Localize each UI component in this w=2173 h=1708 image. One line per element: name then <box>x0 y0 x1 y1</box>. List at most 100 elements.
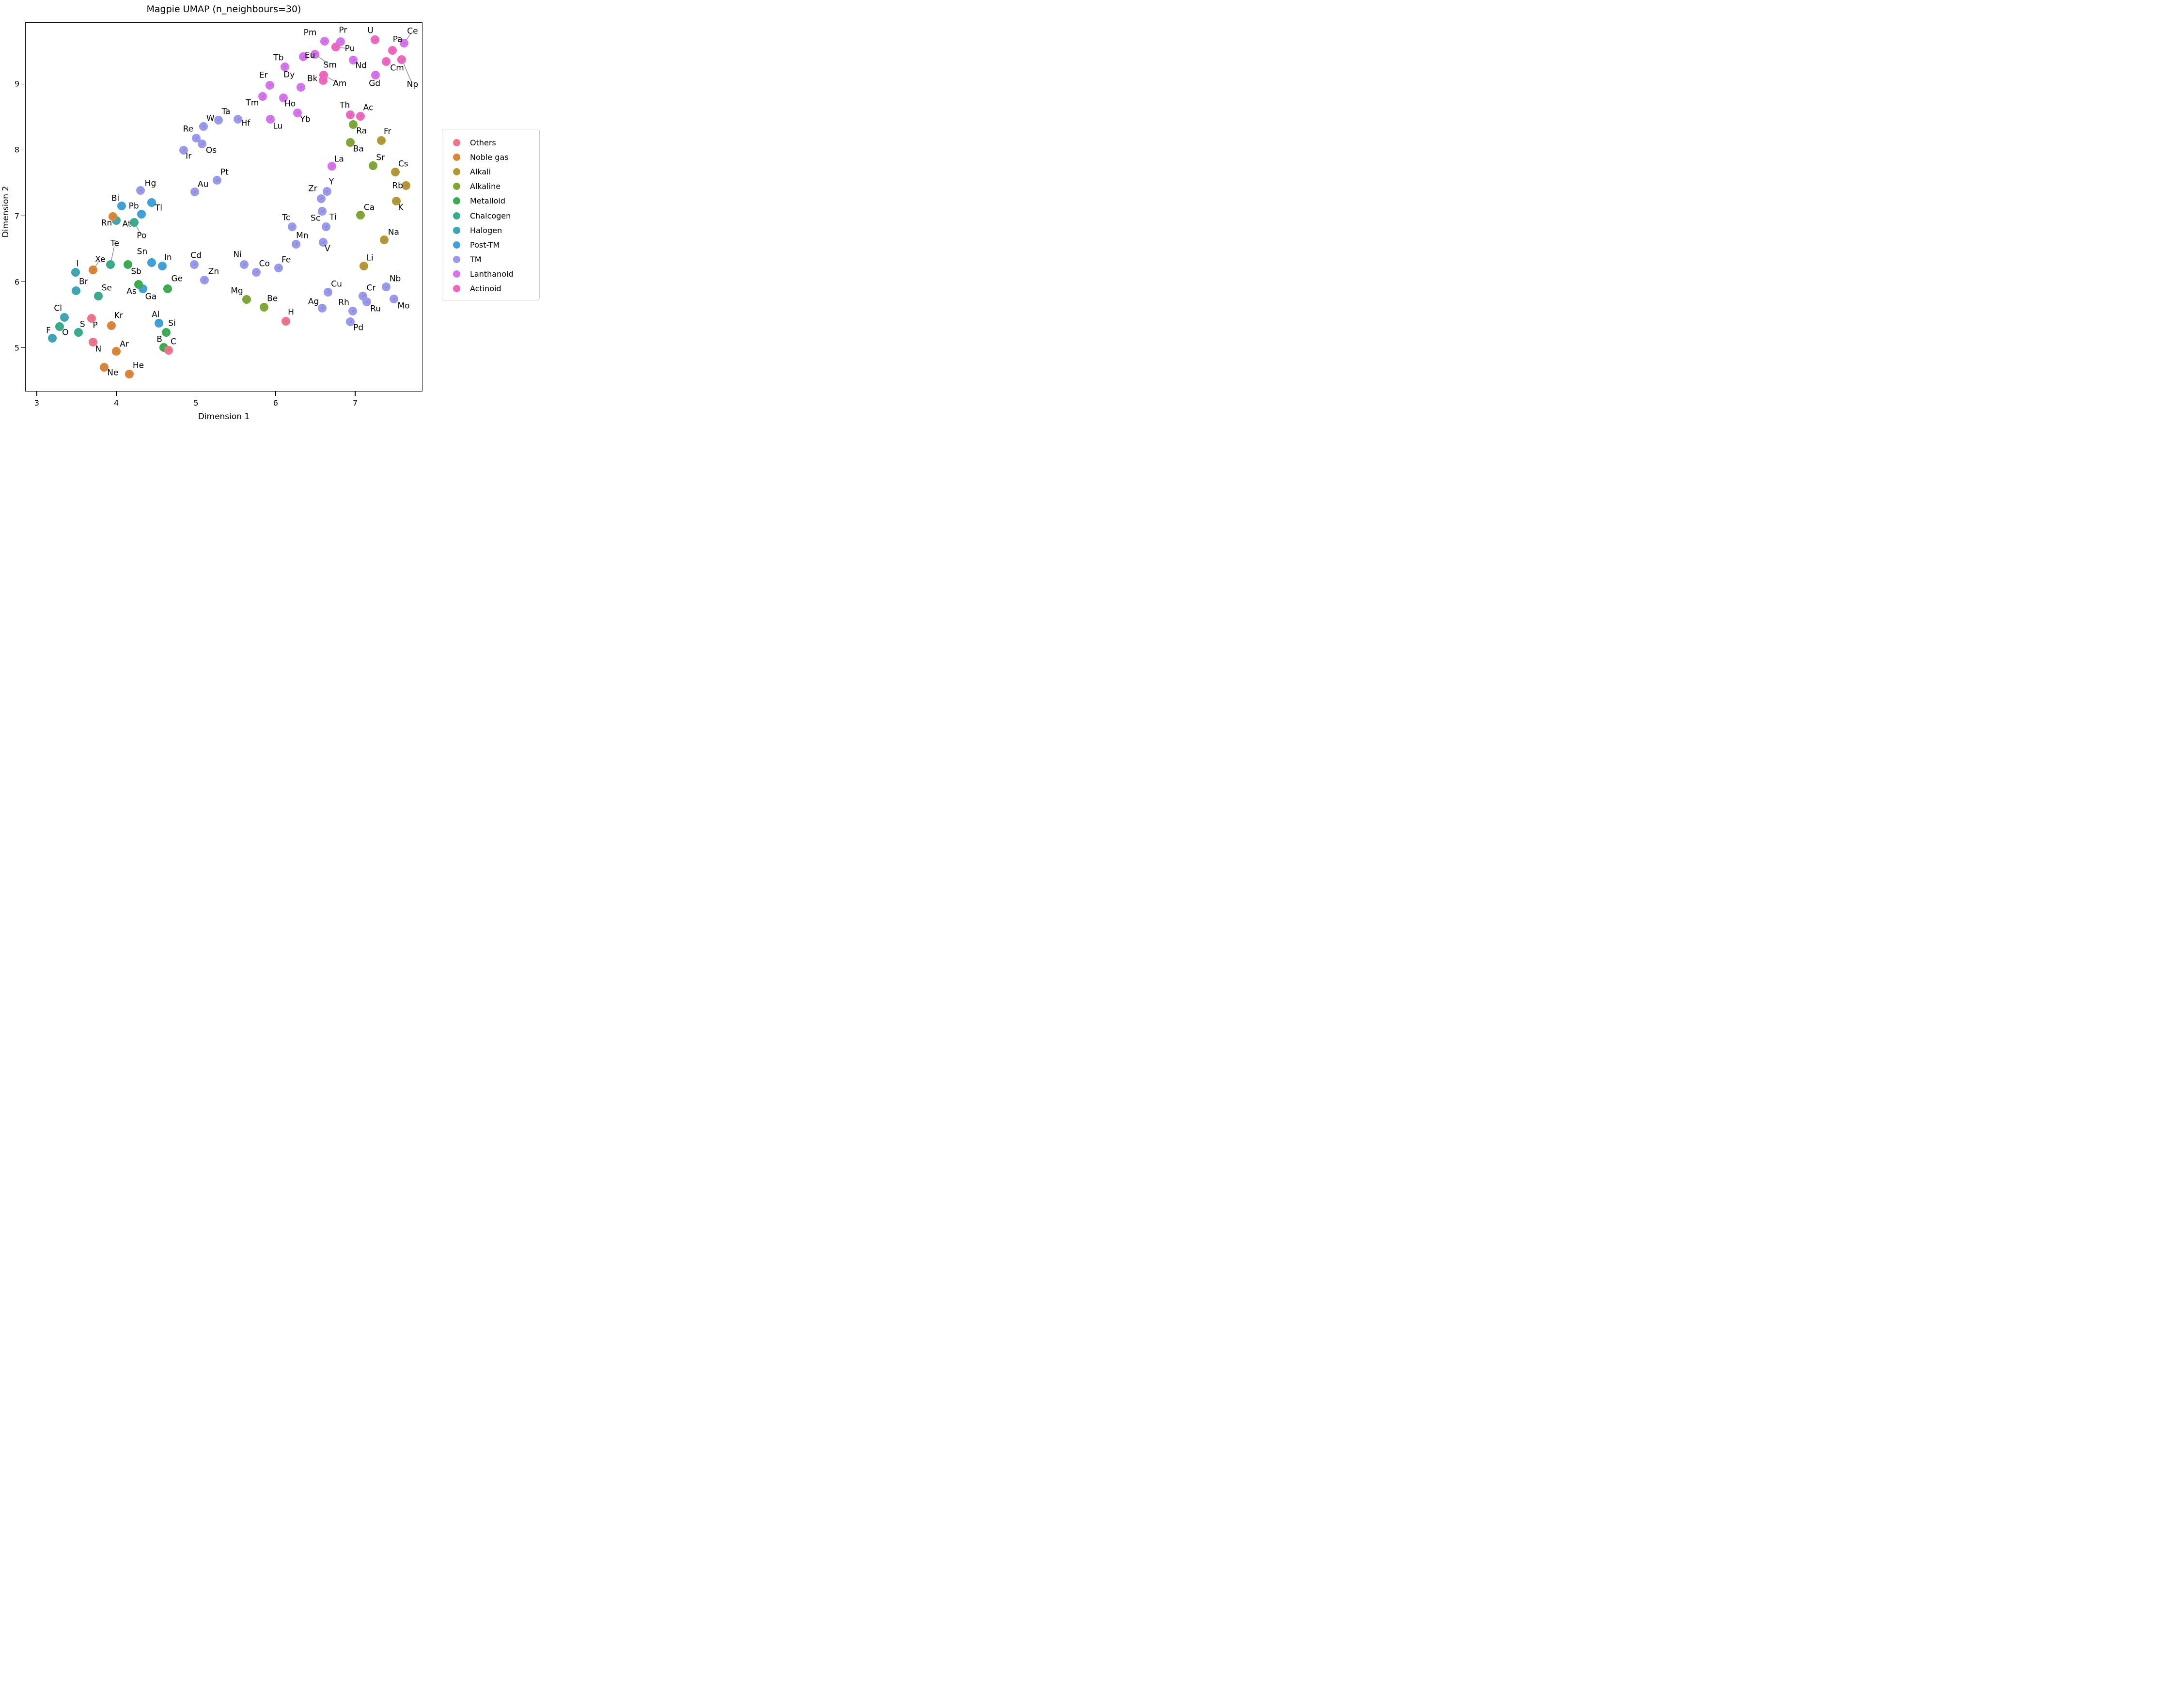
point-label-As: As <box>126 286 137 297</box>
point-Br <box>72 286 81 296</box>
point-label-He: He <box>132 360 144 371</box>
legend-label: Halogen <box>470 225 502 235</box>
point-Ac <box>356 111 365 121</box>
point-V <box>318 237 328 247</box>
point-Yb <box>293 108 302 117</box>
point-label-Fr: Fr <box>383 126 391 137</box>
point-label-Ir: Ir <box>186 151 192 161</box>
point-label-Pu: Pu <box>344 44 355 54</box>
point-label-Li: Li <box>366 253 374 263</box>
y-tick-mark <box>21 83 25 85</box>
figure: Magpie UMAP (n_neighbours=30) H He Li Be B C N… <box>0 0 544 427</box>
point-Sm <box>311 49 320 59</box>
point-label-Mg: Mg <box>231 286 243 296</box>
point-label-Te: Te <box>110 238 119 249</box>
point-label-Sn: Sn <box>137 247 148 257</box>
point-Au <box>190 188 200 197</box>
point-label-Ag: Ag <box>308 297 319 307</box>
point-label-Am: Am <box>333 78 347 89</box>
y-tick-mark <box>21 149 25 151</box>
point-label-P: P <box>93 320 98 330</box>
point-Ca <box>356 210 365 219</box>
point-label-Lu: Lu <box>273 121 283 131</box>
point-label-Sb: Sb <box>131 266 141 277</box>
point-Fr <box>376 136 386 145</box>
point-P <box>87 314 96 323</box>
point-Gd <box>371 71 380 80</box>
point-F <box>48 334 57 343</box>
point-O <box>55 322 64 331</box>
legend-swatch-icon <box>453 256 460 264</box>
point-label-Nb: Nb <box>389 274 401 284</box>
point-Hf <box>233 115 242 124</box>
x-tick-mark <box>355 392 356 396</box>
point-Pt <box>213 175 222 185</box>
point-label-Ne: Ne <box>107 368 119 378</box>
point-label-Au: Au <box>197 179 209 189</box>
point-Er <box>265 80 274 90</box>
point-label-N: N <box>95 344 102 354</box>
point-Fe <box>274 263 283 272</box>
point-Kr <box>107 321 116 330</box>
x-tick-mark <box>275 392 276 396</box>
point-Mn <box>291 239 300 249</box>
point-label-Os: Os <box>205 145 217 156</box>
point-K <box>391 197 401 206</box>
y-tick-label: 7 <box>14 211 19 220</box>
point-label-Hg: Hg <box>144 178 156 188</box>
x-tick-label: 7 <box>353 398 358 407</box>
point-Rn <box>108 212 117 221</box>
point-N <box>88 338 97 347</box>
point-label-Nd: Nd <box>355 61 367 71</box>
point-Mo <box>390 294 399 303</box>
legend-swatch-icon <box>453 168 460 175</box>
point-Cm <box>381 57 391 66</box>
point-S <box>74 328 83 337</box>
point-label-Pr: Pr <box>339 25 347 35</box>
point-Cu <box>323 287 332 297</box>
point-label-Pm: Pm <box>303 28 317 38</box>
point-Ra <box>349 120 358 129</box>
point-Pd <box>345 317 355 327</box>
point-Pm <box>320 36 329 46</box>
legend-item-alkali: Alkali <box>449 164 539 179</box>
legend-item-metalloid: Metalloid <box>449 194 539 208</box>
legend-item-lanthanoid: Lanthanoid <box>449 267 539 282</box>
point-label-W: W <box>206 113 215 124</box>
point-label-Zn: Zn <box>208 266 219 277</box>
legend-label: Alkali <box>470 167 491 176</box>
point-label-Ti: Ti <box>329 212 337 222</box>
point-label-Cd: Cd <box>190 251 202 261</box>
point-label-C: C <box>171 337 176 347</box>
point-label-Ca: Ca <box>363 203 375 213</box>
point-Tc <box>287 222 297 232</box>
legend-swatch-icon <box>453 270 460 278</box>
point-Tl <box>147 198 156 207</box>
point-Hg <box>136 186 145 195</box>
point-label-Dy: Dy <box>283 70 295 80</box>
point-Cs <box>391 168 400 177</box>
point-label-Ni: Ni <box>233 250 242 260</box>
point-label-Ce: Ce <box>407 26 418 36</box>
point-Ta <box>214 115 223 125</box>
point-Ag <box>318 303 327 313</box>
point-label-Ar: Ar <box>120 339 129 349</box>
point-Tb <box>280 62 289 71</box>
point-label-Hf: Hf <box>241 118 250 128</box>
y-tick-label: 6 <box>14 277 19 287</box>
point-Cd <box>189 260 199 269</box>
point-Dy <box>296 82 305 92</box>
point-label-Sr: Sr <box>376 153 385 163</box>
point-Lu <box>266 115 275 124</box>
point-label-Ge: Ge <box>171 274 183 284</box>
y-tick-label: 8 <box>14 145 19 155</box>
point-label-Be: Be <box>267 294 278 304</box>
point-Ce <box>400 38 409 47</box>
point-label-Cm: Cm <box>390 63 404 73</box>
point-label-Cs: Cs <box>398 159 408 169</box>
x-tick-mark <box>116 392 117 396</box>
point-Eu <box>298 52 308 62</box>
point-Ti <box>322 222 331 232</box>
point-Te <box>106 260 115 269</box>
point-label-Pb: Pb <box>128 201 139 211</box>
